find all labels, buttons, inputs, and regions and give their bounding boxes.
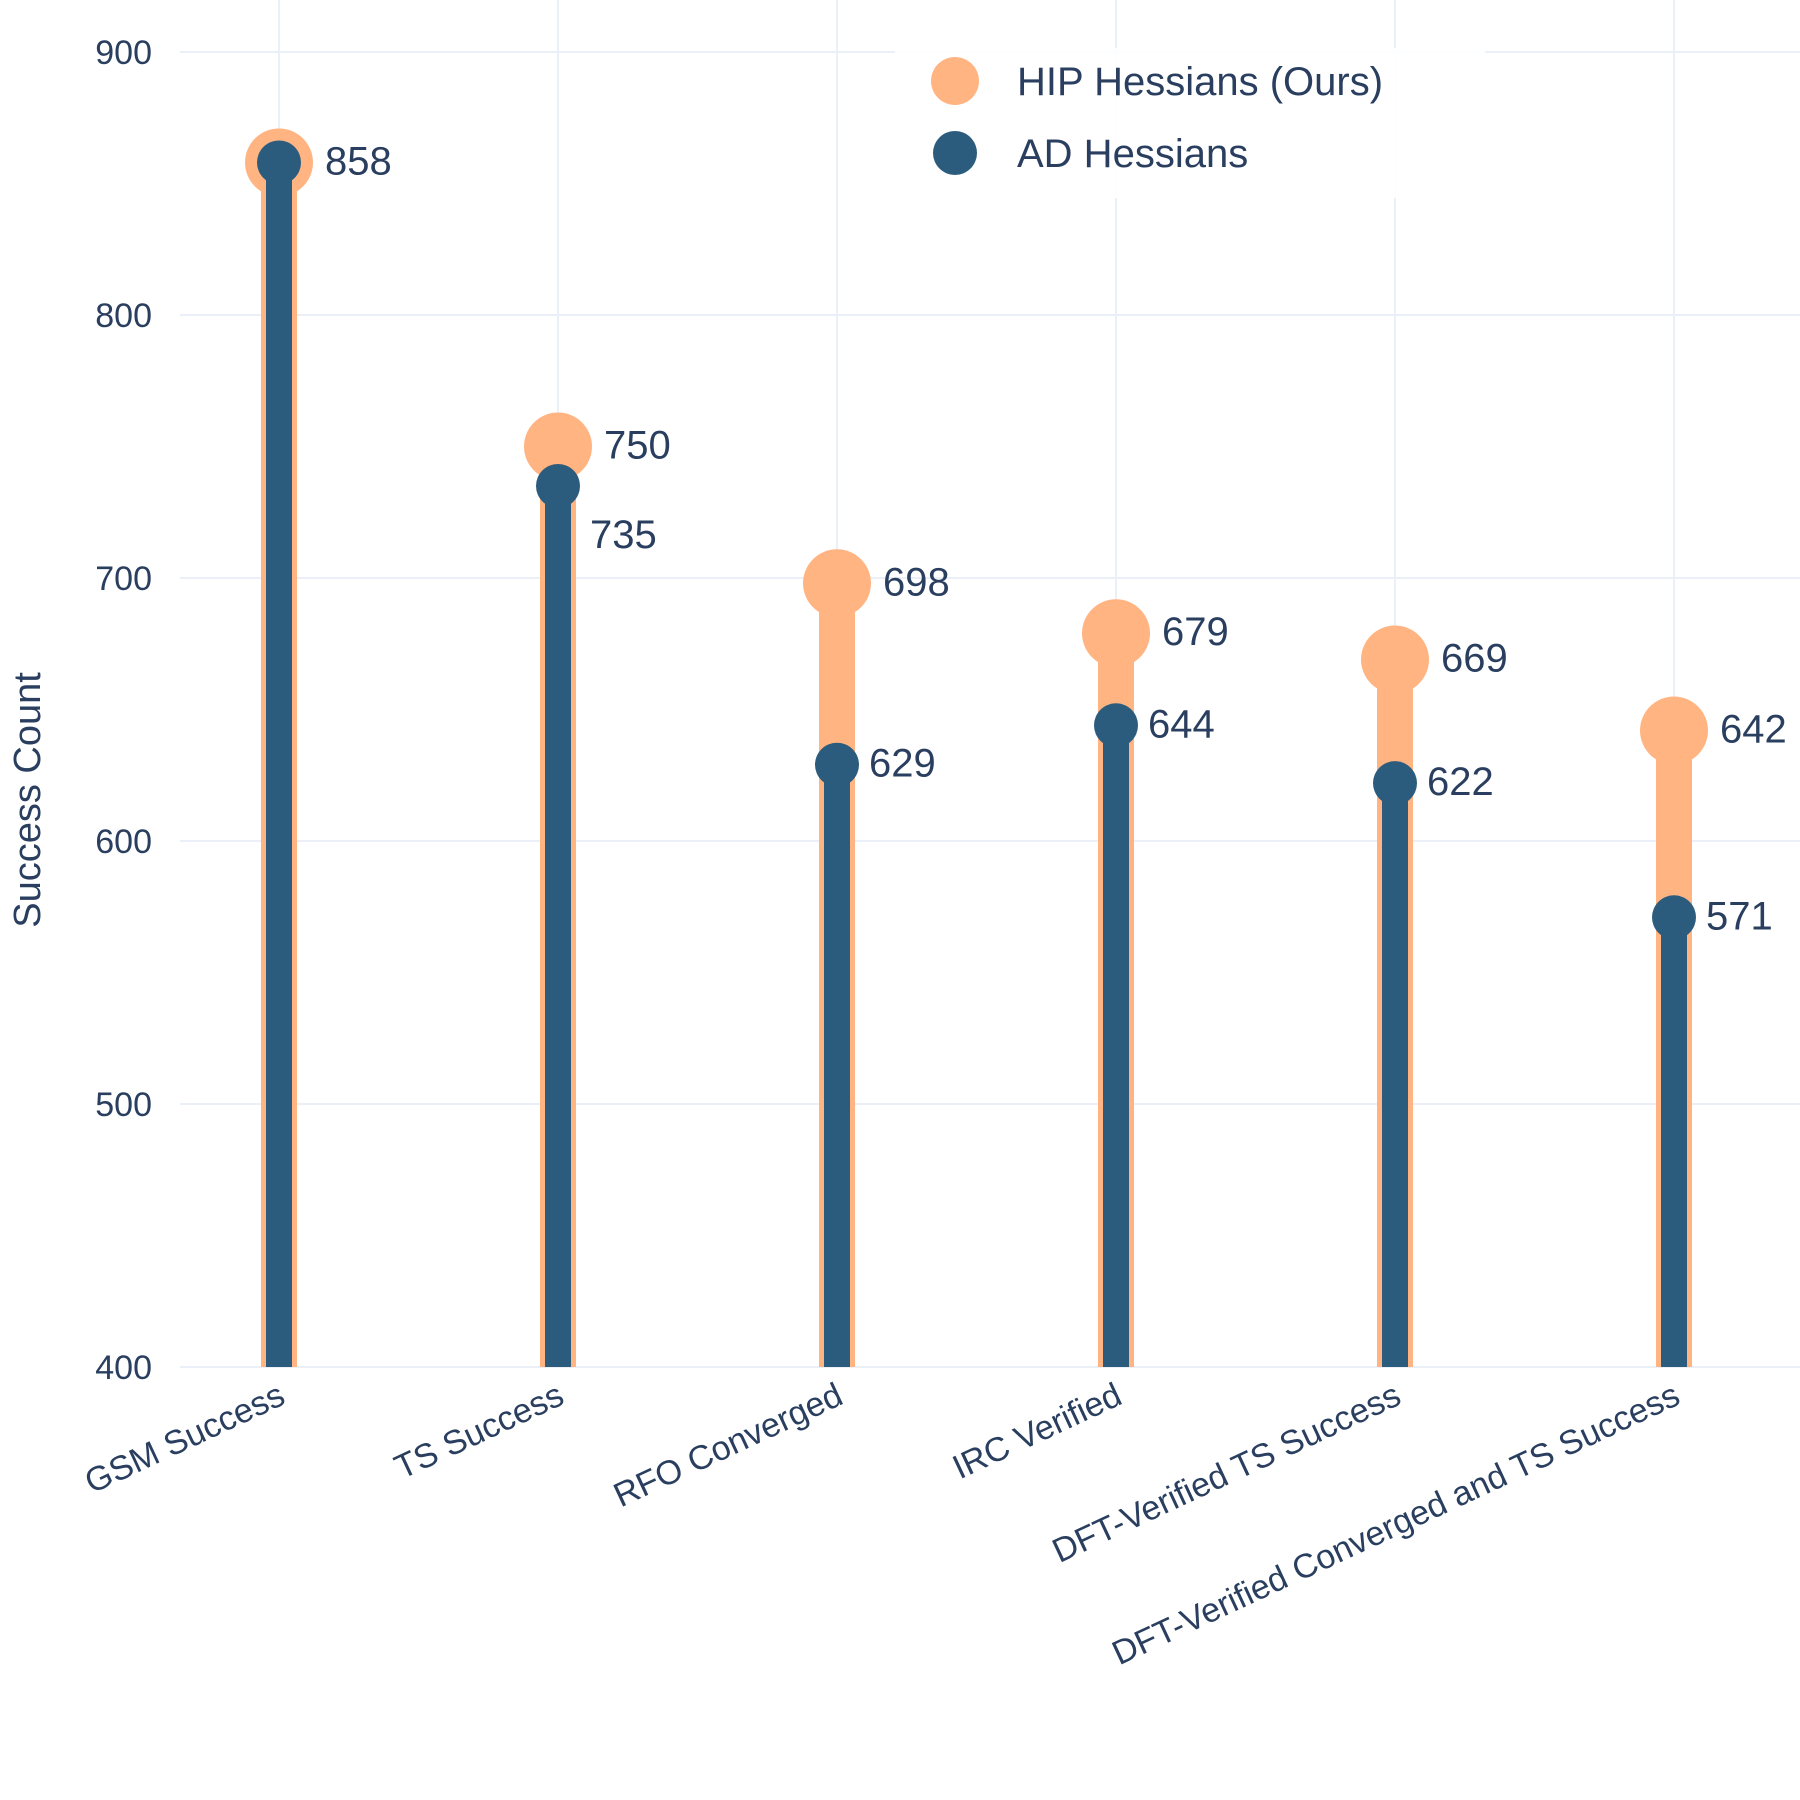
y-tick-label-600: 600: [95, 823, 152, 861]
marker-ad-1: [536, 463, 580, 508]
y-tick-label-400: 400: [95, 1349, 152, 1387]
y-tick-label-700: 700: [95, 560, 152, 598]
legend-label-hip-hessians: HIP Hessians (Ours): [1017, 60, 1383, 104]
marker-ad-0: [257, 140, 301, 185]
y-axis-ticks: 400 500 600 700 800 900: [95, 34, 152, 1387]
marker-hip-2: [803, 549, 871, 618]
y-tick-label-500: 500: [95, 1086, 152, 1124]
data-label-hip-3: 679: [1162, 610, 1229, 654]
marker-hip-1: [524, 412, 592, 481]
legend-label-ad-hessians: AD Hessians: [1017, 132, 1248, 176]
data-label-hip-0: 858: [325, 139, 392, 183]
x-axis-labels: GSM Success TS Success RFO Converged IRC Ve…: [79, 1376, 1685, 1673]
data-label-ad-1: 735: [590, 513, 657, 557]
x-tick-label-5: DFT-Verified Converged and TS Success: [1106, 1376, 1685, 1673]
marker-ad-4: [1373, 761, 1417, 806]
legend-marker-ad-hessians: [933, 131, 977, 175]
data-label-ad-2: 629: [869, 742, 936, 786]
marker-hip-5: [1640, 696, 1708, 765]
legend-marker-hip-hessians: [931, 57, 979, 105]
data-label-ad-5: 571: [1706, 894, 1773, 938]
x-tick-label-0: GSM Success: [79, 1376, 290, 1501]
data-label-hip-2: 698: [883, 560, 950, 604]
marker-hip-4: [1361, 625, 1429, 694]
marker-ad-5: [1652, 895, 1696, 940]
data-label-ad-4: 622: [1427, 760, 1494, 804]
x-tick-label-1: TS Success: [389, 1376, 569, 1487]
y-tick-label-900: 900: [95, 34, 152, 72]
data-label-ad-3: 644: [1148, 702, 1215, 746]
data-label-hip-1: 750: [604, 424, 671, 468]
legend: HIP Hessians (Ours) AD Hessians: [895, 48, 1485, 198]
marker-hip-3: [1082, 599, 1150, 668]
marker-ad-2: [815, 742, 859, 787]
data-label-hip-5: 642: [1720, 708, 1787, 752]
y-tick-label-800: 800: [95, 297, 152, 335]
y-axis-title: Success Count: [7, 672, 49, 928]
marker-ad-3: [1094, 703, 1138, 748]
x-tick-label-3: IRC Verified: [947, 1376, 1127, 1487]
gridlines: [180, 0, 1800, 1368]
data-label-hip-4: 669: [1441, 637, 1508, 681]
x-tick-label-2: RFO Converged: [608, 1376, 848, 1515]
legend-background: [895, 48, 1485, 198]
chart-marks: 858 750 698 679 669 642 735 629 644 622 571: [245, 128, 1787, 1367]
